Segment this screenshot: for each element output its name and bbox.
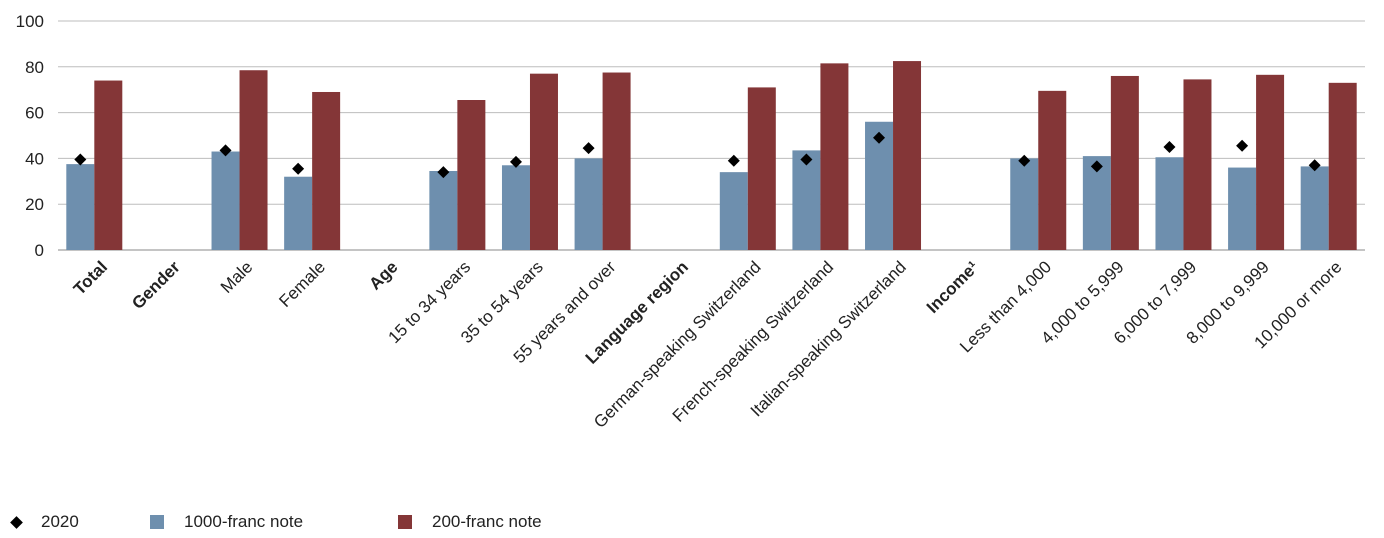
bar-1000-franc-note [1300, 166, 1329, 250]
marker-2020 [509, 155, 522, 168]
x-category-label: Gender [128, 257, 184, 313]
bar-200-franc-note [893, 61, 922, 251]
marker-2020 [582, 142, 595, 155]
marker-2020 [1163, 140, 1176, 153]
marker-2020 [800, 153, 813, 166]
bar-200-franc-note [1110, 75, 1139, 251]
marker-2020 [74, 153, 87, 166]
x-category-label: Income¹ [923, 257, 983, 317]
bar-200-franc-note [94, 80, 123, 250]
x-category-label: Total [70, 257, 111, 298]
bar-200-franc-note [529, 73, 558, 250]
bar-1000-franc-note [211, 151, 240, 250]
y-tick-label: 80 [25, 58, 44, 77]
marker-2020 [727, 154, 740, 167]
marker-2020 [292, 162, 305, 175]
marker-2020 [437, 166, 450, 179]
marker-2020 [1018, 154, 1031, 167]
diamond-marker-icon [10, 515, 23, 529]
bar-1000-franc-note [1010, 158, 1039, 250]
bar-200-franc-note [747, 87, 776, 250]
bars [66, 61, 1357, 251]
legend-item-200-franc: 200-franc note [398, 508, 542, 536]
bar-1000-franc-note [1155, 157, 1184, 250]
marker-2020 [1236, 139, 1249, 152]
bar-200-franc-note [1038, 90, 1067, 250]
marker-2020 [1090, 160, 1103, 173]
marker-2020 [1308, 159, 1321, 172]
x-category-label: Male [217, 257, 256, 296]
legend-swatch-200-franc [398, 515, 412, 529]
x-category-label: Italian-speaking Switzerland [747, 257, 910, 420]
y-axis-ticks: 0 20 40 60 80 100 [16, 12, 44, 260]
bar-200-franc-note [312, 91, 341, 251]
bar-1000-franc-note [1228, 167, 1257, 250]
bar-200-franc-note [1183, 79, 1212, 251]
legend-label-1000-franc: 1000-franc note [184, 512, 304, 531]
markers-2020 [74, 131, 1321, 179]
bar-1000-franc-note [719, 172, 748, 250]
legend: 2020 1000-franc note 200-franc note [0, 508, 1000, 536]
bar-200-franc-note [1328, 82, 1357, 250]
legend-item-1000-franc: 1000-franc note [150, 508, 303, 536]
bar-1000-franc-note [792, 150, 821, 250]
bar-1000-franc-note [501, 165, 530, 250]
legend-item-2020: 2020 [8, 508, 79, 536]
gridlines [58, 20, 1365, 251]
bar-200-franc-note [457, 100, 486, 250]
y-tick-label: 40 [25, 149, 44, 168]
bar-200-franc-note [1256, 74, 1285, 250]
legend-label-2020: 2020 [41, 512, 79, 531]
marker-2020 [219, 144, 232, 157]
y-tick-label: 100 [16, 12, 44, 31]
bar-1000-franc-note [429, 170, 458, 250]
bar-200-franc-note [239, 70, 268, 250]
bar-1000-franc-note [284, 176, 313, 250]
x-category-label: Age [365, 257, 401, 293]
y-tick-label: 0 [35, 241, 44, 260]
bar-200-franc-note [602, 72, 631, 251]
y-tick-label: 60 [25, 104, 44, 123]
legend-label-200-franc: 200-franc note [432, 512, 542, 531]
bar-200-franc-note [820, 63, 849, 250]
x-category-label: Female [275, 257, 329, 311]
y-tick-label: 20 [25, 195, 44, 214]
bar-1000-franc-note [66, 164, 95, 250]
marker-2020 [873, 131, 886, 144]
bar-1000-franc-note [574, 158, 603, 250]
legend-swatch-1000-franc [150, 515, 164, 529]
